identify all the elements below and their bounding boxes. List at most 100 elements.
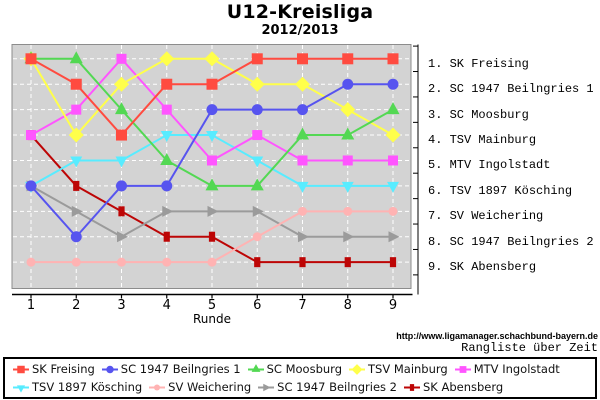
standing-item-6: 6. TSV 1897 Kösching xyxy=(428,183,573,198)
standing-item-4: 4. TSV Mainburg xyxy=(428,133,537,148)
series-marker xyxy=(71,104,82,115)
series-tsv-mainburg xyxy=(23,51,401,143)
legend-label: SC 1947 Beilngries 2 xyxy=(277,380,397,394)
series-marker xyxy=(161,180,173,192)
legend-marker xyxy=(154,383,161,391)
legend-label: TSV 1897 Kösching xyxy=(32,380,143,394)
standing-item-5: 5. MTV Ingolstadt xyxy=(428,158,551,173)
series-sk-freising xyxy=(25,53,399,141)
legend-label: SC Moosburg xyxy=(266,362,342,376)
series-marker xyxy=(160,152,174,165)
series-marker xyxy=(207,155,217,166)
series-marker xyxy=(252,205,264,217)
series-marker xyxy=(118,206,125,217)
series-marker xyxy=(117,231,128,243)
mtv-ingolstadt-marker-icon xyxy=(454,365,471,373)
series-marker xyxy=(295,76,310,92)
legend-marker xyxy=(251,363,261,372)
x-tick-label-4: 4 xyxy=(162,298,171,313)
standing-item-3: 3. SC Moosburg xyxy=(428,107,529,122)
series-marker xyxy=(206,104,218,116)
series-marker xyxy=(71,205,83,217)
legend-label: SV Weichering xyxy=(168,380,252,394)
series-marker xyxy=(297,104,308,116)
series-mtv-ingolstadt xyxy=(26,53,398,166)
series-marker xyxy=(207,257,217,267)
series-marker xyxy=(298,206,307,216)
series-marker xyxy=(388,231,400,243)
series-marker xyxy=(162,205,174,217)
series-marker xyxy=(386,102,400,115)
standing-item-7: 7. SV Weichering xyxy=(428,209,544,224)
legend-marker xyxy=(459,365,467,373)
series-marker xyxy=(387,181,399,193)
series-marker xyxy=(68,127,84,143)
series-marker xyxy=(342,53,354,65)
series-marker xyxy=(116,129,127,141)
standing-item-2: 2. SC 1947 Beilngries 1 xyxy=(428,82,594,97)
tsv-1897-k-sching-marker-icon xyxy=(13,384,29,393)
series-marker xyxy=(342,78,354,90)
series-sv-weichering xyxy=(26,206,398,267)
legend-item-sc-moosburg: SC Moosburg xyxy=(247,362,342,376)
series-marker xyxy=(388,155,398,166)
series-marker xyxy=(71,257,81,267)
series-marker xyxy=(385,127,401,143)
series-marker xyxy=(297,53,308,65)
standing-item-9: 9. SK Abensberg xyxy=(428,260,537,275)
standing-item-8: 8. SC 1947 Beilngries 2 xyxy=(428,234,594,249)
legend-marker xyxy=(351,363,363,375)
series-marker xyxy=(69,51,83,64)
legend-marker xyxy=(106,365,114,373)
legend-item-sk-freising: SK Freising xyxy=(13,362,95,376)
series-marker xyxy=(296,181,309,193)
series-marker xyxy=(160,131,173,143)
series-marker xyxy=(70,231,82,243)
series-marker xyxy=(252,130,263,141)
series-marker xyxy=(251,53,263,65)
series-marker xyxy=(208,231,216,242)
x-tick-label-3: 3 xyxy=(117,298,126,313)
x-tick-label-6: 6 xyxy=(253,298,262,313)
series-marker xyxy=(344,257,351,268)
series-marker xyxy=(206,131,218,143)
series-marker xyxy=(116,53,127,64)
x-tick-label-8: 8 xyxy=(343,298,352,313)
chart-title: U12-Kreisliga xyxy=(226,1,374,23)
series-marker xyxy=(70,78,82,90)
series-marker xyxy=(162,257,172,267)
legend-label: TSV Mainburg xyxy=(368,362,448,376)
series-marker xyxy=(299,257,306,268)
legend-marker xyxy=(409,383,415,391)
series-marker xyxy=(341,127,355,140)
legend-row-2: TSV 1897 Kösching SV Weichering SC 1947 Be… xyxy=(13,378,595,396)
series-marker xyxy=(205,178,219,191)
series-marker xyxy=(252,232,262,242)
series-marker xyxy=(389,257,397,268)
series-marker xyxy=(387,53,399,65)
sc-1947-beilngries-2-marker-icon xyxy=(258,383,275,391)
series-marker xyxy=(115,102,128,115)
series-marker xyxy=(343,231,355,243)
legend: SK Freising SC 1947 Beilngries 1 SC Moosbu… xyxy=(3,357,597,399)
series-marker xyxy=(342,155,353,166)
legend-marker xyxy=(16,384,26,393)
x-tick-label-1: 1 xyxy=(26,298,36,313)
legend-item-sc-1947-beilngries-2: SC 1947 Beilngries 2 xyxy=(258,380,397,394)
legend-item-tsv-mainburg: TSV Mainburg xyxy=(349,362,448,376)
x-tick-label-9: 9 xyxy=(388,298,398,313)
series-marker xyxy=(340,102,356,118)
sc-1947-beilngries-1-marker-icon xyxy=(101,365,118,373)
series-marker xyxy=(250,178,264,191)
series-marker xyxy=(114,76,129,92)
series-marker xyxy=(207,205,219,217)
series-marker xyxy=(388,206,398,216)
series-marker xyxy=(343,206,353,216)
series-marker xyxy=(25,180,37,192)
series-marker xyxy=(26,257,36,267)
footer-caption: Rangliste über Zeit xyxy=(461,341,598,355)
series-sc-1947-beilngries-1 xyxy=(25,78,399,243)
legend-label: MTV Ingolstadt xyxy=(473,362,560,376)
x-axis-label: Runde xyxy=(192,312,231,326)
